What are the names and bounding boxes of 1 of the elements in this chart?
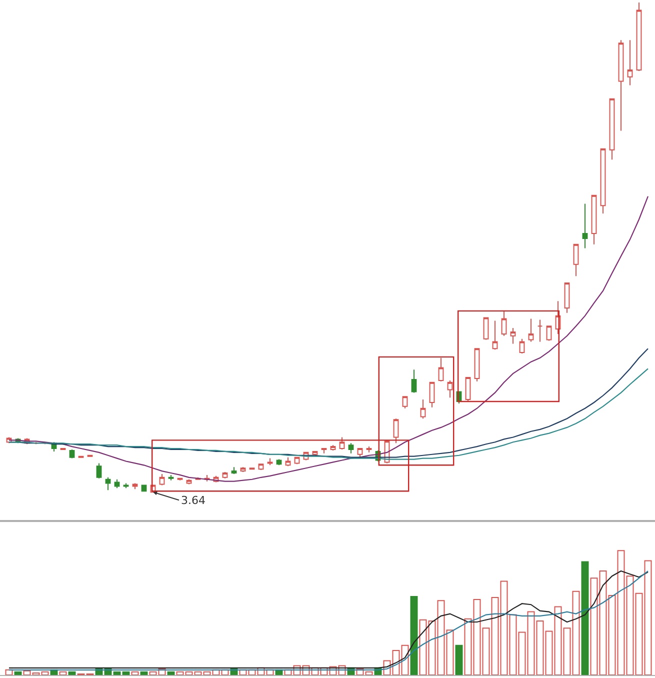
text: 3.64 (181, 494, 206, 507)
